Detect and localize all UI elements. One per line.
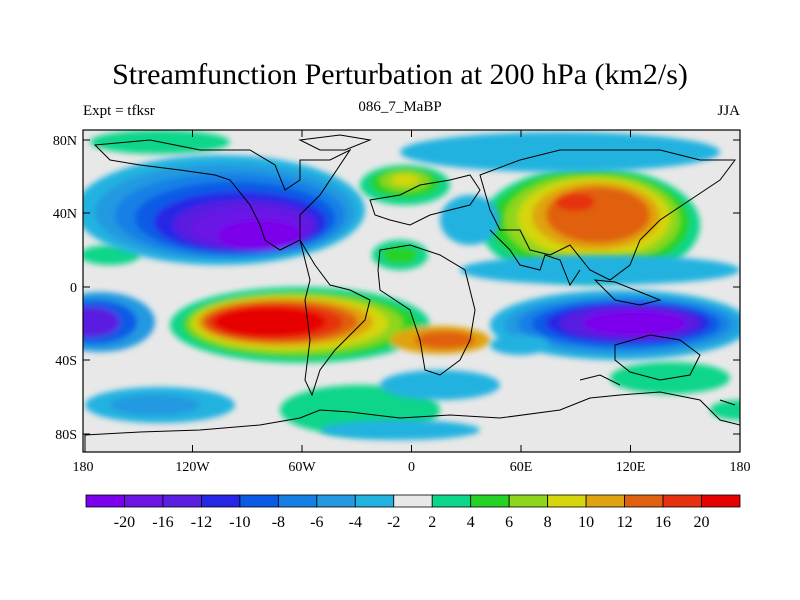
colorbar-swatch [277,494,318,508]
coastlines [84,134,740,452]
colorbar-swatch [201,494,241,508]
lon-tick-label: 60W [288,460,316,475]
colorbar-label: 2 [428,514,436,531]
colorbar-label: 4 [467,514,475,531]
colorbar-label: 12 [617,514,633,531]
lat-tick-label: 0 [70,281,77,296]
case-label: 086_7_MaBP [358,99,442,115]
colorbar-label: -6 [310,514,323,531]
colorbar-label: 16 [655,514,671,531]
colorbar-label: -2 [387,514,400,531]
colorbar-label: -16 [152,514,173,531]
colorbar-swatch [508,494,549,508]
lon-tick-label: 180 [73,460,94,475]
colorbar-swatch [624,494,664,508]
colorbar-swatch [585,494,625,508]
colorbar-swatch [124,494,164,508]
colorbar-swatch [701,494,741,508]
lat-tick-label: 80S [55,428,77,443]
season-label: JJA [717,103,740,119]
colorbar-swatch [662,494,702,508]
colorbar-label: 8 [544,514,552,531]
colorbar-label: 6 [505,514,513,531]
lon-tick-label: 120E [616,460,646,475]
colorbar-swatch [470,494,510,508]
lon-tick-label: 120W [175,460,210,475]
map-title: Streamfunction Perturbation at 200 hPa (… [112,58,688,91]
lon-tick-label: 180 [730,460,751,475]
colorbar-label: -20 [114,514,135,531]
colorbar-swatch [431,494,472,508]
colorbar-label: -8 [272,514,285,531]
colorbar-label: -12 [191,514,212,531]
lat-tick-label: 80N [53,134,77,149]
colorbar-label: -4 [349,514,362,531]
colorbar-label: -10 [229,514,250,531]
lon-tick-label: 0 [408,460,415,475]
colorbar-swatch [393,494,433,508]
colorbar-label: 20 [694,514,710,531]
colorbar-label: 10 [578,514,594,531]
lat-tick-label: 40N [53,207,77,222]
contour-field [83,130,740,452]
colorbar-swatch [547,494,587,508]
experiment-label: Expt = tfksr [83,103,155,119]
colorbar: -20 -16 -12 -10 -8 -6 -4 -2 2 4 6 8 10 12 16 20 [85,494,741,531]
colorbar-swatch [162,494,202,508]
colorbar-swatch [85,494,125,508]
lat-tick-label: 40S [55,354,77,369]
lon-tick-label: 60E [510,460,533,475]
colorbar-swatch [316,494,356,508]
colorbar-swatch [239,494,279,508]
colorbar-swatch [354,494,395,508]
